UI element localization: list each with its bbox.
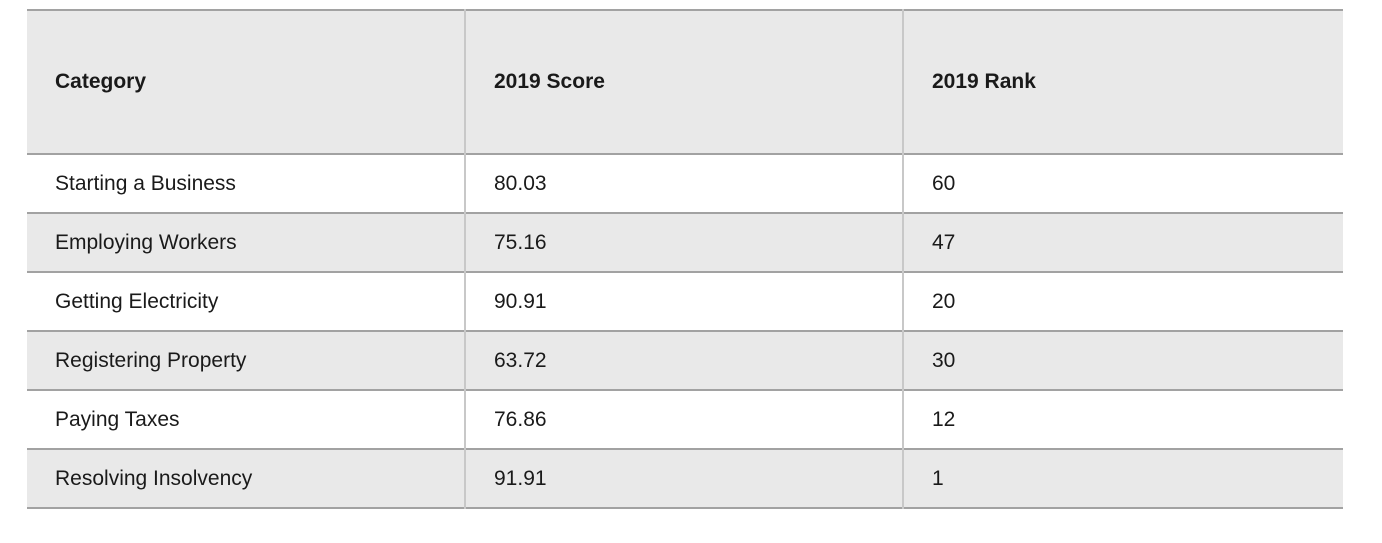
table-row-paying-taxes: Paying Taxes 76.86 12: [27, 390, 1343, 449]
cell-score: 76.86: [464, 390, 903, 449]
cell-rank: 12: [902, 390, 1343, 449]
cell-category: Registering Property: [27, 331, 465, 390]
cell-score: 91.91: [464, 449, 903, 508]
cell-category: Resolving Insolvency: [27, 449, 465, 508]
table-header-row: Category 2019 Score 2019 Rank: [27, 10, 1343, 154]
cell-score: 90.91: [464, 272, 903, 331]
cell-rank: 1: [902, 449, 1343, 508]
table-row-resolving-insolvency: Resolving Insolvency 91.91 1: [27, 449, 1343, 508]
cell-rank: 20: [902, 272, 1343, 331]
cell-category: Starting a Business: [27, 154, 465, 213]
cell-rank: 47: [902, 213, 1343, 272]
cell-category: Getting Electricity: [27, 272, 465, 331]
table-row-registering-property: Registering Property 63.72 30: [27, 331, 1343, 390]
doing-business-indicators-table: Category 2019 Score 2019 Rank Starting a…: [27, 9, 1343, 509]
cell-category: Employing Workers: [27, 213, 465, 272]
cell-score: 80.03: [464, 154, 903, 213]
cell-score: 75.16: [464, 213, 903, 272]
cell-rank: 60: [902, 154, 1343, 213]
column-header-category: Category: [27, 10, 465, 154]
table-row-getting-electricity: Getting Electricity 90.91 20: [27, 272, 1343, 331]
column-header-2019-score: 2019 Score: [464, 10, 903, 154]
column-header-2019-rank: 2019 Rank: [902, 10, 1343, 154]
table-row-employing-workers: Employing Workers 75.16 47: [27, 213, 1343, 272]
cell-score: 63.72: [464, 331, 903, 390]
table-row-starting-a-business: Starting a Business 80.03 60: [27, 154, 1343, 213]
cell-rank: 30: [902, 331, 1343, 390]
cell-category: Paying Taxes: [27, 390, 465, 449]
